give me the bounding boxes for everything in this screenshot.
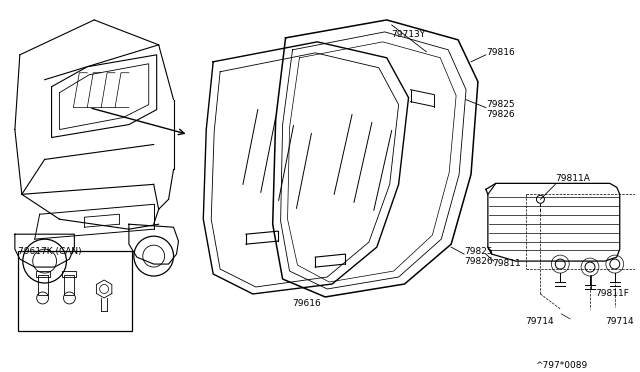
Text: 79714: 79714 (525, 317, 554, 326)
Text: 79816: 79816 (486, 48, 515, 57)
Text: 79825: 79825 (486, 100, 515, 109)
Text: 79811: 79811 (492, 259, 520, 268)
Text: ^797*0089: ^797*0089 (536, 361, 588, 370)
Text: 79714: 79714 (605, 317, 634, 326)
Bar (63, 271, 76, 277)
Text: 79617K (CAN): 79617K (CAN) (18, 247, 81, 256)
Text: 79826: 79826 (464, 257, 493, 266)
Text: 79826: 79826 (486, 110, 515, 119)
Bar (18, 251, 132, 331)
Bar (65, 275, 74, 295)
Text: 79713Y: 79713Y (392, 30, 426, 39)
Text: 79616: 79616 (292, 299, 321, 308)
Text: 79825: 79825 (464, 247, 493, 256)
Text: 79811A: 79811A (556, 174, 590, 183)
Bar (38, 275, 47, 295)
Bar (36, 271, 49, 277)
Text: 79811F: 79811F (595, 289, 629, 298)
